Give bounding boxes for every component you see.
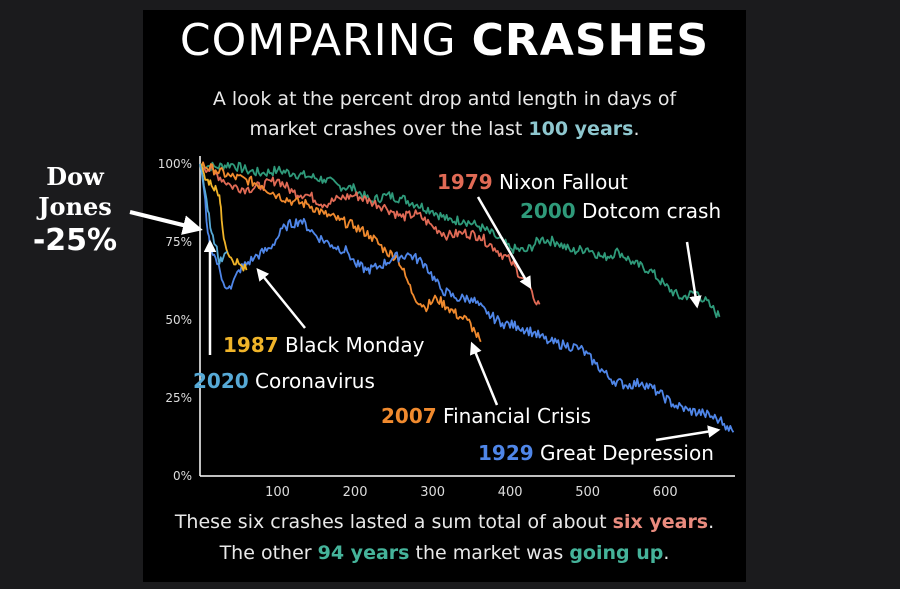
series-line-financial-crisis [199, 161, 482, 343]
series-label-text: Dotcom crash [576, 199, 721, 223]
footer-line1-pre: These six crashes lasted a sum total of … [174, 511, 613, 533]
footer-line1-accent: six years [612, 511, 709, 533]
dow-jones-note: Dow Jones -25% [20, 162, 130, 260]
series-line-great-depression [199, 163, 735, 433]
series-label-text: Black Monday [279, 333, 425, 357]
footer-line2-accent2: going up [569, 542, 664, 564]
footer-line2-mid: the market was [409, 542, 570, 564]
title-light: COMPARING [179, 15, 457, 66]
y-tick-label: 100% [158, 157, 192, 171]
series-label-financial-crisis: 2007 Financial Crisis [381, 404, 591, 428]
series-label-dotcom: 2000 Dotcom crash [520, 199, 721, 223]
subtitle-line2: market crashes over the last 100 years. [143, 114, 746, 144]
series-label-great-depression: 1929 Great Depression [478, 441, 714, 465]
subtitle-line2-post: . [633, 118, 640, 140]
y-tick-label: 75% [165, 235, 192, 249]
dow-note-line3: -25% [32, 223, 118, 258]
x-tick-label: 600 [653, 485, 678, 500]
financial-crisis-arrow [470, 341, 499, 406]
x-tick-label: 100 [265, 485, 290, 500]
series-label-black-monday: 1987 Black Monday [223, 333, 425, 357]
footer-line2-pre: The other [219, 542, 318, 564]
series-label-year: 2020 [193, 369, 249, 393]
y-tick-label: 50% [165, 313, 192, 327]
x-tick-label: 400 [498, 485, 523, 500]
nixon-arrow [476, 196, 532, 290]
x-tick-label: 300 [420, 485, 445, 500]
x-tick-label: 500 [575, 485, 600, 500]
dow-arrow [129, 210, 203, 235]
dow-note-line1: Dow [46, 162, 104, 191]
page-title: COMPARING CRASHES [143, 10, 746, 72]
series-annotations: 1929 Great Depression 2007 Financial Cris… [193, 170, 721, 465]
series-line-dotcom [199, 161, 721, 319]
y-tick-label: 25% [165, 391, 192, 405]
series-label-coronavirus: 2020 Coronavirus [193, 369, 375, 393]
series-label-nixon: 1979 Nixon Fallout [437, 170, 628, 194]
subtitle-line2-accent: 100 years [528, 118, 634, 140]
series-label-text: Great Depression [534, 441, 714, 465]
y-tick-label: 0% [173, 469, 192, 483]
x-tick-label: 200 [343, 485, 368, 500]
great-depression-arrow [655, 425, 721, 442]
series-label-year: 1987 [223, 333, 279, 357]
chart-series-lines [199, 161, 735, 433]
footer-note: These six crashes lasted a sum total of … [143, 507, 746, 569]
series-label-year: 1979 [437, 170, 493, 194]
series-label-text: Nixon Fallout [493, 170, 628, 194]
dow-note-line2: Jones [38, 192, 112, 221]
footer-line2-post: . [663, 542, 670, 564]
annotation-arrows [129, 196, 721, 442]
chart-axes: 100% 75% 50% 25% 0% 100 200 300 400 500 600 [158, 156, 735, 500]
subtitle-line2-pre: market crashes over the last [249, 118, 529, 140]
footer-line1-post: . [708, 511, 715, 533]
series-label-text: Financial Crisis [437, 404, 591, 428]
footer-line2-accent1: 94 years [317, 542, 410, 564]
series-label-year: 1929 [478, 441, 534, 465]
subtitle-line1: A look at the percent drop antd length i… [212, 88, 677, 110]
series-line-black-monday [199, 163, 248, 272]
series-label-year: 2000 [520, 199, 576, 223]
subtitle: A look at the percent drop antd length i… [143, 84, 746, 144]
series-label-year: 2007 [381, 404, 437, 428]
title-bold: CRASHES [471, 15, 710, 66]
dotcom-arrow [685, 241, 702, 309]
footer-line2: The other 94 years the market was going … [143, 538, 746, 569]
black-monday-arrow [256, 268, 306, 329]
footer-line1: These six crashes lasted a sum total of … [143, 507, 746, 538]
series-label-text: Coronavirus [249, 369, 375, 393]
